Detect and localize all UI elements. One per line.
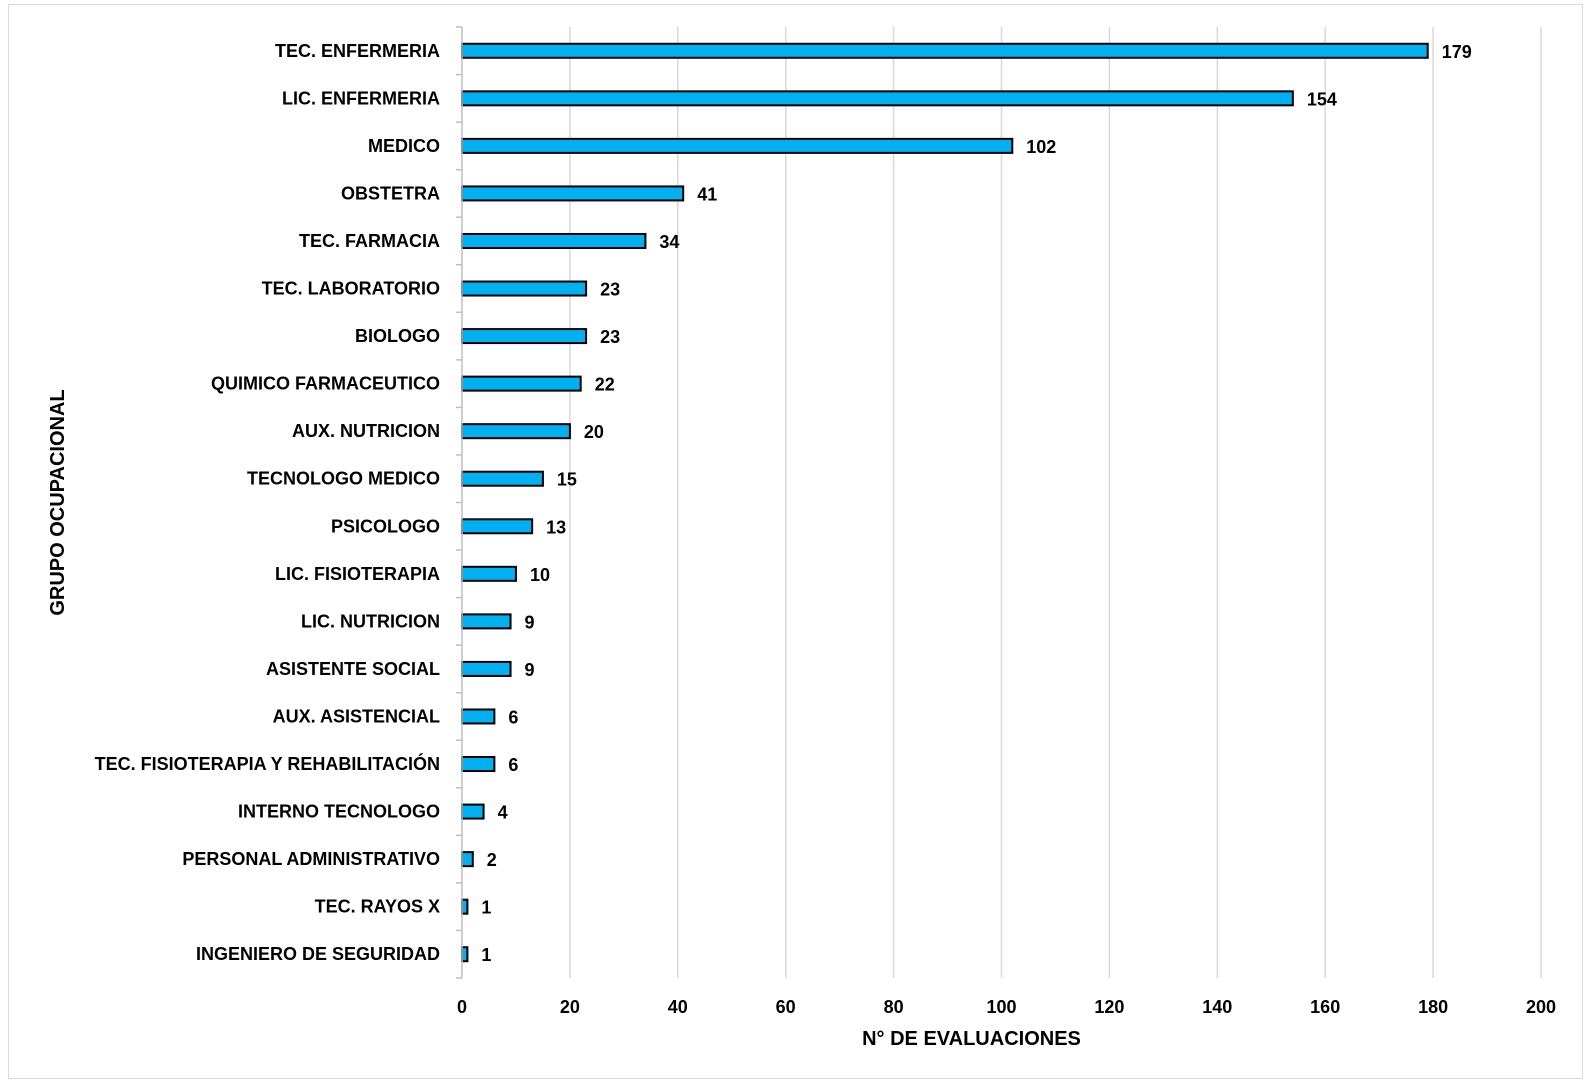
category-label: TEC. RAYOS X [315, 897, 440, 917]
x-tick-label: 180 [1418, 997, 1448, 1017]
bar [461, 613, 512, 630]
chart-area [8, 4, 1583, 1079]
bar [461, 90, 1294, 107]
category-label: AUX. NUTRICION [292, 421, 440, 441]
bar [461, 803, 485, 820]
x-tick-label: 0 [457, 997, 467, 1017]
data-label: 20 [584, 422, 604, 442]
x-axis-title: N° DE EVALUACIONES [862, 1028, 1081, 1050]
data-label: 23 [600, 280, 620, 300]
data-label: 13 [546, 517, 566, 537]
data-label: 1 [481, 898, 491, 918]
x-tick-label: 40 [668, 997, 688, 1017]
y-axis: TEC. ENFERMERIA LIC. ENFERMERIA MEDICO OBST… [95, 26, 463, 979]
data-label: 4 [498, 803, 508, 823]
x-tick-label: 60 [776, 997, 796, 1017]
data-label: 10 [530, 565, 550, 585]
bar [461, 898, 469, 915]
bar [461, 708, 496, 725]
category-label: LIC. NUTRICION [301, 611, 440, 631]
data-label: 102 [1026, 137, 1056, 157]
category-label: TECNOLOGO MEDICO [247, 469, 440, 489]
category-label: AUX. ASISTENCIAL [273, 706, 440, 726]
category-label: LIC. FISIOTERAPIA [275, 564, 440, 584]
category-label: TEC. ENFERMERIA [275, 41, 440, 61]
data-label: 41 [697, 184, 717, 204]
bar [461, 280, 588, 297]
category-label: MEDICO [368, 136, 440, 156]
bar [461, 470, 544, 487]
y-axis-title: GRUPO OCUPACIONAL [47, 389, 69, 615]
bar [461, 423, 571, 440]
data-label: 6 [508, 707, 518, 727]
bar [461, 518, 534, 535]
x-axis: 0 20 40 60 80 100 120 140 160 180 200 [457, 997, 1556, 1017]
data-label: 23 [600, 327, 620, 347]
x-tick-label: 100 [986, 997, 1016, 1017]
bar [461, 660, 512, 677]
data-label: 2 [487, 850, 497, 870]
category-label: QUIMICO FARMACEUTICO [211, 374, 440, 394]
bar [461, 565, 517, 582]
x-tick-label: 160 [1310, 997, 1340, 1017]
category-label: PERSONAL ADMINISTRATIVO [182, 849, 440, 869]
category-label: INTERNO TECNOLOGO [238, 802, 440, 822]
bar [461, 137, 1014, 154]
data-label: 154 [1307, 89, 1337, 109]
bars: 179 154 102 41 34 23 23 22 20 15 13 10 9 9 6 6 4 2 1 1 [461, 42, 1472, 965]
category-label: BIOLOGO [355, 326, 440, 346]
x-tick-label: 140 [1202, 997, 1232, 1017]
category-label: LIC. ENFERMERIA [282, 88, 440, 108]
category-label: TEC. FISIOTERAPIA Y REHABILITACIÓN [95, 753, 440, 774]
category-label: OBSTETRA [341, 183, 440, 203]
x-tick-label: 80 [884, 997, 904, 1017]
bar [461, 946, 469, 963]
x-tick-label: 120 [1094, 997, 1124, 1017]
bar [461, 851, 474, 868]
category-label: PSICOLOGO [331, 516, 440, 536]
data-label: 9 [525, 612, 535, 632]
data-label: 1 [481, 945, 491, 965]
data-label: 22 [595, 375, 615, 395]
category-label: INGENIERO DE SEGURIDAD [196, 944, 440, 964]
bar [461, 328, 588, 345]
data-label: 15 [557, 470, 577, 490]
bar [461, 185, 685, 202]
data-label: 6 [508, 755, 518, 775]
bar [461, 375, 582, 392]
x-tick-label: 20 [560, 997, 580, 1017]
data-label: 9 [525, 660, 535, 680]
category-label: ASISTENTE SOCIAL [266, 659, 440, 679]
data-label: 34 [659, 232, 679, 252]
bar [461, 232, 647, 249]
gridlines [569, 27, 1542, 978]
bar [461, 42, 1429, 59]
category-label: TEC. FARMACIA [299, 231, 440, 251]
x-tick-label: 200 [1526, 997, 1556, 1017]
bar [461, 756, 496, 773]
data-label: 179 [1442, 42, 1472, 62]
category-label: TEC. LABORATORIO [262, 279, 440, 299]
